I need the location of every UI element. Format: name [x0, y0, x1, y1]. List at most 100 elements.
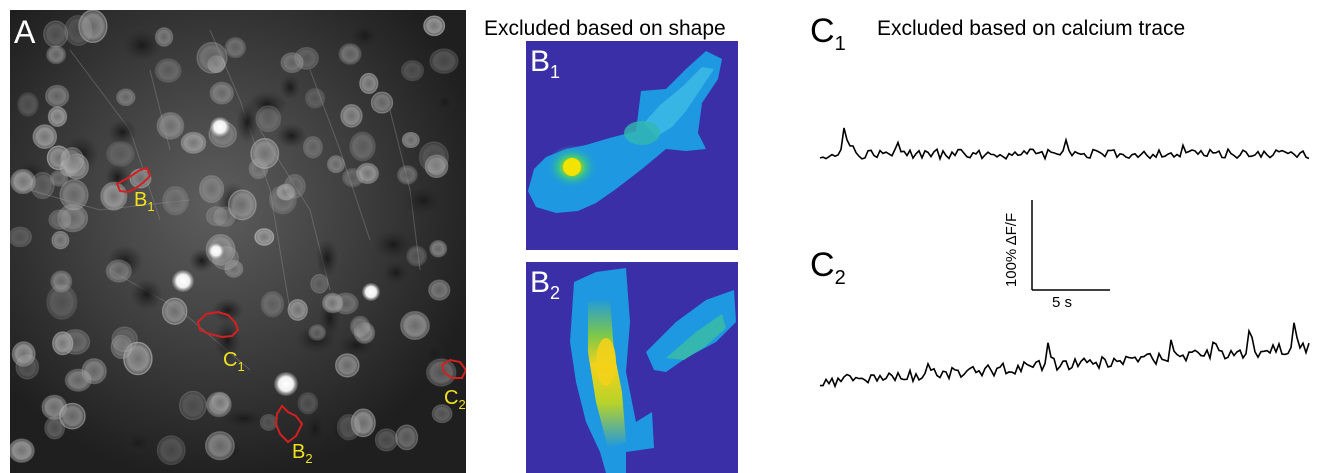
neuron-cell: [100, 181, 128, 211]
neuron-cell: [297, 391, 319, 415]
neuron-cell: [321, 292, 344, 314]
dark-soma: [279, 74, 301, 100]
trace-c2-letter: C: [810, 246, 835, 284]
roi-b2-letter: B: [292, 441, 306, 463]
neuron-cell: [44, 84, 70, 108]
neuron-cell: [59, 179, 89, 211]
roi-b1-outline: [115, 166, 152, 194]
traces-plot: [819, 127, 1310, 389]
neuron-cell: [302, 135, 323, 159]
neuron-cell: [406, 245, 428, 267]
neuron-cell: [425, 358, 457, 387]
bright-neuron-cell: [210, 117, 230, 137]
neuron-cell: [401, 131, 420, 149]
neuron-cell: [196, 41, 228, 74]
trace-c2-sub: 2: [834, 266, 846, 289]
roi-b1-letter: B: [134, 189, 148, 211]
trace-c1-line: [819, 127, 1310, 162]
neuron-cell: [418, 141, 449, 173]
neuron-cell: [43, 20, 69, 48]
shape-map-b1-sub: 1: [550, 62, 561, 82]
dark-soma: [433, 92, 457, 113]
shape-map-b1-svg: [528, 51, 722, 213]
dark-soma: [349, 22, 381, 50]
trace-c1-letter: C: [810, 12, 835, 50]
shape-map-b2-letter: B: [530, 266, 551, 299]
dark-soma: [316, 238, 339, 278]
panel-a-label: A: [14, 14, 36, 50]
neuron-cell: [359, 72, 379, 94]
neuron-cell: [254, 228, 275, 246]
bright-neuron-cell: [208, 243, 224, 259]
roi-c1-sub: 1: [237, 359, 245, 374]
neuron-cell: [280, 52, 304, 73]
panel-a: A B1 C1 C2 B2: [10, 10, 466, 473]
bright-neuron-cell: [172, 270, 194, 292]
neuron-cell: [15, 354, 40, 380]
neuron-cell: [44, 416, 66, 440]
dark-soma: [276, 123, 307, 148]
neuron-cell: [374, 428, 398, 452]
dark-soma: [107, 119, 137, 146]
dark-soma: [403, 185, 444, 216]
neuron-cell: [46, 45, 67, 65]
bright-neuron-cell: [362, 283, 380, 301]
neuron-cell: [161, 297, 188, 325]
roi-c1-outline: [196, 310, 240, 339]
neuron-cell: [431, 404, 453, 424]
fluorescence-image: [10, 10, 466, 473]
neuron-cell: [17, 92, 39, 117]
dark-soma: [129, 278, 163, 311]
neuron-cell: [32, 124, 58, 150]
roi-c2-outline: [440, 358, 466, 379]
neuron-cell: [156, 435, 186, 466]
neuron-cell: [224, 36, 247, 59]
neuron-cell: [10, 226, 33, 248]
dark-soma: [211, 298, 244, 323]
neuron-cell: [370, 91, 394, 114]
roi-c2-letter: C: [444, 387, 459, 409]
dark-soma: [222, 408, 266, 429]
roi-b2-label: B2: [292, 442, 313, 469]
dark-soma: [236, 101, 259, 143]
neuron-cell: [423, 15, 446, 37]
neuron-cell: [250, 138, 280, 169]
neuron-cell: [10, 438, 35, 463]
panel-b-heading: Excluded based on shape: [484, 17, 726, 40]
shape-map-b2: B2: [526, 262, 738, 473]
roi-b2-outline: [274, 404, 304, 444]
neuron-cell: [47, 106, 68, 127]
shape-map-b1-letter: B: [530, 45, 551, 78]
neuron-cell: [308, 324, 327, 341]
neuron-cell: [400, 311, 430, 340]
neuron-cell: [395, 424, 419, 451]
neuron-cell: [48, 209, 72, 230]
neuron-cell: [116, 88, 136, 107]
neuron-cell: [211, 392, 231, 412]
neuron-cell: [154, 27, 174, 47]
trace-c2-label: C2: [810, 248, 846, 295]
neuron-cell: [64, 15, 93, 46]
neuron-cell: [255, 105, 282, 133]
shape-map-b1: B1: [526, 41, 738, 250]
dark-soma: [302, 410, 328, 449]
neuron-cell: [199, 175, 225, 204]
roi-b1-label: B1: [134, 190, 155, 217]
neuron-cell: [400, 59, 425, 82]
neuron-cell: [46, 284, 78, 320]
neuron-cell: [111, 326, 138, 353]
neuron-cell: [429, 240, 448, 258]
neuron-cell: [209, 81, 234, 105]
neuron-cell: [162, 185, 189, 216]
neuron-cell: [179, 390, 207, 421]
neuron-cell: [49, 169, 69, 187]
neuron-cell: [260, 291, 285, 318]
neuron-cell: [180, 131, 207, 154]
neuron-cell: [304, 88, 326, 109]
roi-b1-sub: 1: [147, 199, 155, 214]
neuron-cell: [335, 353, 360, 378]
dark-soma: [382, 260, 410, 285]
neuron-cell: [429, 48, 459, 74]
neuron-cell: [64, 368, 92, 392]
neuron-cell: [154, 58, 182, 83]
